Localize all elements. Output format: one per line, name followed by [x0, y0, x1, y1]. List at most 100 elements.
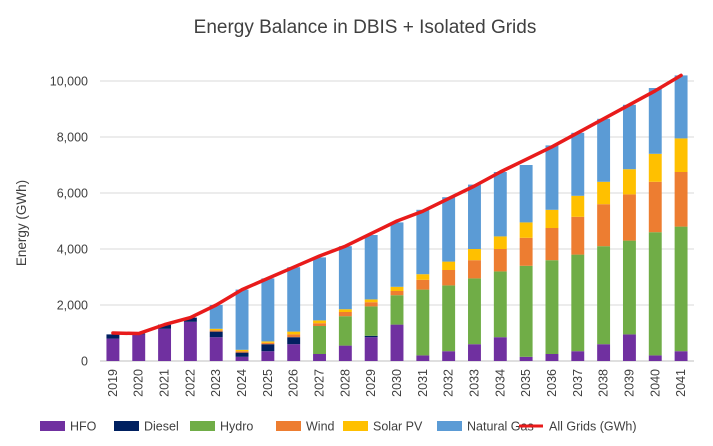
bar-wind — [674, 172, 688, 227]
bar-solar-pv — [390, 286, 404, 291]
y-tick-label: 0 — [81, 355, 88, 369]
bar-solar-pv — [571, 195, 585, 217]
bar-hfo — [235, 356, 249, 361]
bar-solar-pv — [519, 222, 533, 238]
bar-hfo — [338, 345, 352, 361]
bar-hfo — [674, 351, 688, 361]
y-tick-label: 8,000 — [57, 131, 88, 145]
bar-solar-pv — [442, 261, 456, 270]
bar-hydro — [545, 260, 559, 354]
bar-hydro — [674, 226, 688, 352]
x-tick-label: 2027 — [313, 369, 327, 397]
y-tick-label: 10,000 — [50, 75, 88, 89]
x-tick-label: 2031 — [416, 369, 430, 397]
bar-wind — [416, 279, 430, 290]
bar-natural-gas — [287, 267, 301, 332]
bar-natural-gas — [622, 104, 636, 170]
bar-solar-pv — [364, 299, 378, 303]
bar-hydro — [364, 306, 378, 336]
y-tick-label: 4,000 — [57, 243, 88, 257]
x-tick-label: 2019 — [106, 369, 120, 397]
legend-label-hydro: Hydro — [220, 420, 253, 434]
bar-hfo — [261, 351, 275, 361]
x-tick-label: 2039 — [622, 369, 636, 397]
x-tick-label: 2022 — [183, 369, 197, 397]
legend-swatch-solar-pv — [343, 421, 368, 431]
bar-hfo — [571, 351, 585, 361]
bar-hydro — [313, 326, 326, 354]
bar-diesel — [183, 317, 197, 322]
x-tick-label: 2036 — [545, 369, 559, 397]
bar-hfo — [545, 354, 559, 361]
bar-wind — [261, 342, 275, 345]
bar-hfo — [519, 356, 533, 361]
bar-hydro — [597, 246, 611, 345]
bar-natural-gas — [364, 235, 378, 300]
bar-natural-gas — [648, 88, 662, 154]
legend-swatch-hydro — [190, 421, 215, 431]
line-all-grids-gwh — [111, 73, 683, 336]
legend-label-wind: Wind — [306, 420, 335, 434]
bar-natural-gas — [209, 305, 223, 329]
bar-natural-gas — [261, 278, 275, 342]
legend-swatch-wind — [276, 421, 301, 431]
bar-hfo — [132, 334, 146, 361]
x-tick-label: 2035 — [519, 369, 533, 397]
bar-hydro — [416, 289, 430, 356]
legend-label-diesel: Diesel — [144, 420, 179, 434]
bar-hfo — [622, 334, 636, 361]
bar-hfo — [390, 324, 404, 361]
bar-diesel — [209, 331, 223, 338]
bar-hfo — [183, 321, 197, 361]
x-axis-ticks: 2019 2020 2021 2022 2023 2024 2025 2026 2027 2028… — [106, 369, 688, 397]
bar-natural-gas — [571, 132, 585, 196]
bar-natural-gas — [416, 209, 430, 275]
bar-hfo — [158, 328, 172, 361]
bar-hydro — [468, 278, 481, 345]
bar-hydro — [622, 240, 636, 335]
bar-natural-gas — [313, 257, 326, 321]
x-tick-label: 2037 — [571, 369, 585, 397]
bar-wind — [287, 334, 301, 338]
bar-wind — [338, 312, 352, 317]
bar-natural-gas — [545, 145, 559, 210]
bar-solar-pv — [338, 309, 352, 312]
bar-natural-gas — [468, 184, 481, 249]
bar-solar-pv — [648, 153, 662, 182]
bar-solar-pv — [261, 341, 275, 343]
bar-hfo — [648, 355, 662, 361]
bar-hfo — [106, 338, 120, 361]
bar-wind — [468, 260, 481, 279]
x-tick-label: 2023 — [209, 369, 223, 397]
bar-diesel — [158, 324, 172, 329]
legend-label-hfo: HFO — [70, 420, 97, 434]
bar-natural-gas — [674, 75, 688, 139]
bar-solar-pv — [545, 209, 559, 228]
bar-hfo — [209, 337, 223, 361]
x-tick-label: 2026 — [287, 369, 301, 397]
legend-label-all-grids-gwh: All Grids (GWh) — [549, 420, 637, 434]
bar-hydro — [338, 316, 352, 346]
bar-solar-pv — [468, 249, 481, 261]
bar-wind — [364, 302, 378, 307]
x-tick-label: 2020 — [132, 369, 146, 397]
bar-natural-gas — [338, 246, 352, 310]
y-axis-label: Energy (GWh) — [14, 180, 29, 266]
x-tick-label: 2040 — [648, 369, 662, 397]
bar-solar-pv — [209, 328, 223, 331]
bar-hydro — [519, 265, 533, 357]
bar-wind — [390, 291, 404, 296]
bar-wind — [235, 351, 249, 353]
bar-wind — [648, 181, 662, 233]
x-tick-label: 2025 — [261, 369, 275, 397]
stacked-bars — [106, 75, 688, 361]
bar-solar-pv — [287, 331, 301, 335]
bar-hydro — [390, 295, 404, 325]
bar-hydro — [648, 232, 662, 356]
bar-hfo — [493, 337, 507, 361]
bar-hfo — [416, 355, 430, 361]
legend-swatch-diesel — [114, 421, 139, 431]
bar-wind — [519, 237, 533, 266]
bar-hfo — [364, 337, 378, 361]
